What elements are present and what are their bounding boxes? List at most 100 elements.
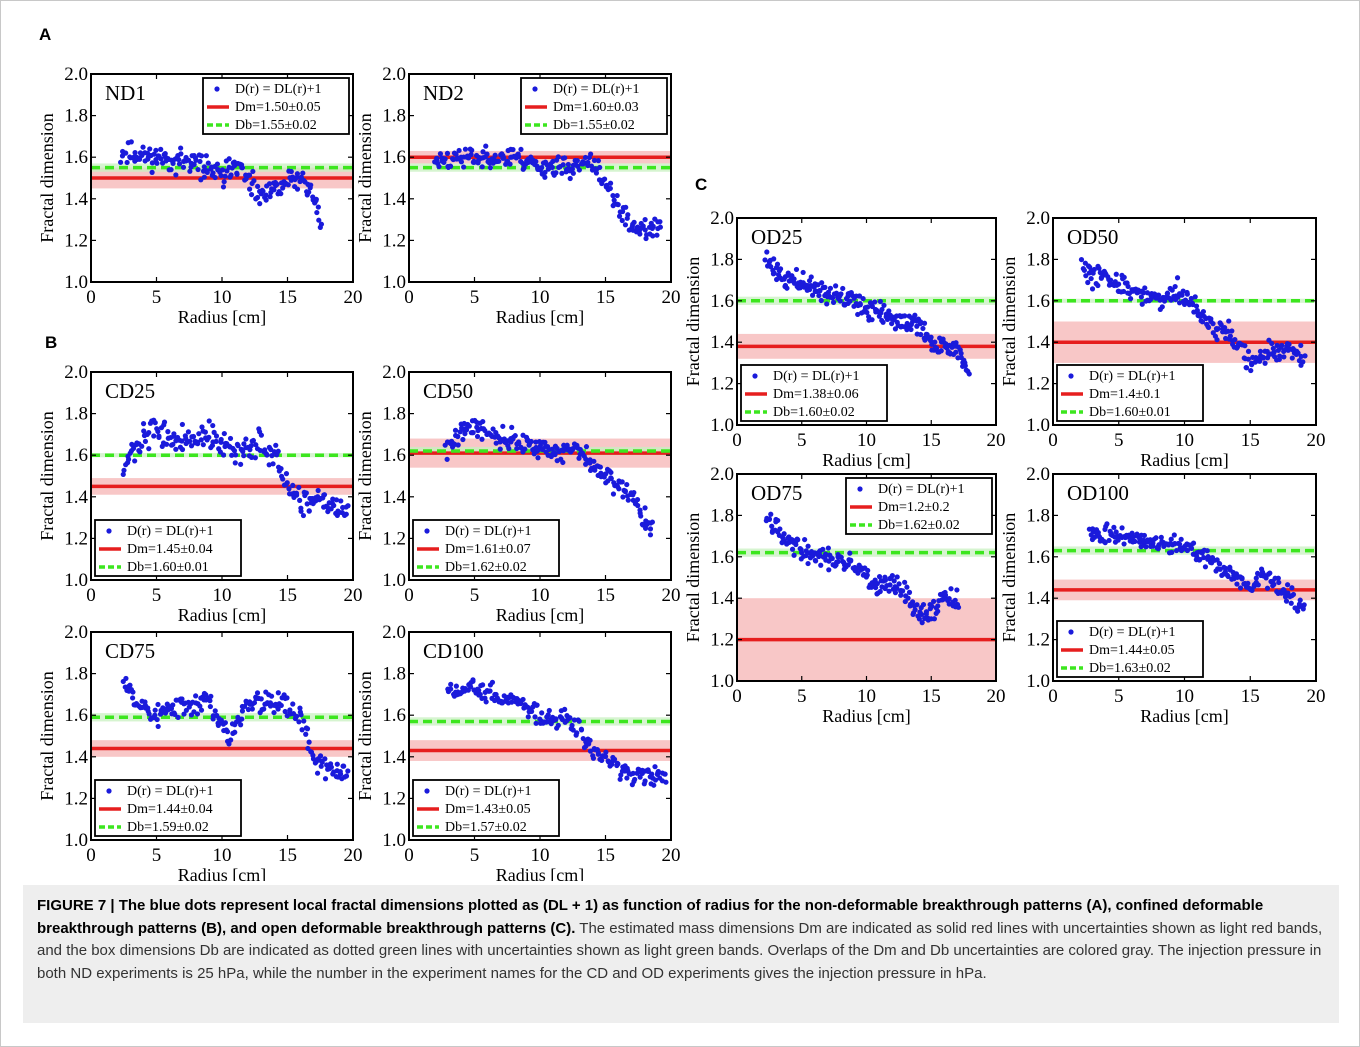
data-point (829, 555, 835, 562)
data-point (200, 442, 206, 448)
data-point (793, 541, 799, 548)
data-point (500, 423, 506, 429)
data-point (338, 498, 344, 504)
data-point (463, 427, 470, 433)
x-axis-label: Radius [cm] (1140, 450, 1228, 470)
y-axis-label: Fractal dimension (355, 113, 375, 242)
data-point (247, 447, 253, 453)
legend: D(r) = DL(r)+1 Dm=1.50±0.05 Db=1.55±0.02 (202, 77, 350, 135)
data-point (480, 418, 486, 425)
data-point (268, 693, 275, 699)
caption-label: FIGURE 7 | (37, 897, 119, 914)
data-point (919, 611, 925, 618)
data-point (180, 164, 187, 170)
x-tick-label: 20 (1307, 430, 1326, 451)
data-point (1290, 591, 1297, 598)
data-point (1169, 287, 1175, 293)
legend-dots-label: D(r) = DL(r)+1 (1089, 625, 1176, 640)
y-tick-label: 1.6 (382, 445, 406, 466)
data-point (1262, 360, 1268, 366)
data-point (817, 288, 823, 294)
data-point (920, 601, 927, 608)
data-point (1282, 594, 1289, 600)
data-point (597, 464, 603, 470)
data-point (1257, 348, 1264, 354)
data-point (622, 489, 628, 495)
data-point (306, 189, 312, 195)
legend-box-label: Db=1.63±0.02 (1089, 661, 1171, 676)
data-point (294, 171, 300, 177)
y-tick-label: 1.2 (64, 788, 88, 809)
panel-letter-c: C (695, 175, 708, 194)
data-point (249, 706, 255, 712)
data-point (917, 319, 924, 325)
x-axis-label: Radius [cm] (178, 605, 266, 625)
plot-title: CD75 (105, 639, 155, 663)
data-point (241, 441, 247, 447)
data-point (290, 701, 296, 707)
data-point (516, 440, 522, 447)
data-point (865, 567, 871, 574)
chart-od25: 0 5 10 15 20 1.0 1.2 1.4 1.6 1.8 2.0 Radius [cm] Fra… (683, 208, 1006, 470)
data-point (234, 171, 240, 177)
data-point (1140, 290, 1147, 296)
data-point (886, 588, 892, 594)
y-tick-label: 1.6 (64, 705, 88, 726)
data-point (1300, 359, 1306, 365)
data-point (872, 299, 878, 305)
x-tick-label: 20 (662, 845, 681, 866)
data-point (819, 280, 825, 286)
data-point (254, 194, 261, 201)
data-point (608, 475, 614, 482)
data-point (125, 456, 132, 462)
data-point (178, 151, 184, 157)
x-tick-label: 5 (1114, 430, 1124, 451)
data-point (631, 489, 637, 496)
data-point (649, 771, 655, 777)
data-point (1222, 565, 1229, 572)
x-tick-label: 5 (470, 845, 480, 866)
legend-dot-marker (752, 373, 758, 379)
data-point (1202, 564, 1209, 570)
data-point (466, 423, 472, 429)
legend: D(r) = DL(r)+1 Dm=1.4±0.1 Db=1.60±0.01 (1056, 364, 1204, 422)
data-point (207, 703, 213, 710)
plot-title: OD100 (1067, 481, 1129, 505)
y-tick-label: 1.8 (64, 664, 88, 685)
data-point (1156, 292, 1162, 298)
data-point (176, 161, 183, 167)
data-point (436, 163, 442, 170)
data-point (467, 684, 474, 690)
data-point (204, 169, 210, 175)
x-tick-label: 10 (213, 287, 232, 308)
legend-mass-label: Dm=1.2±0.2 (878, 500, 950, 515)
data-point (470, 430, 476, 436)
x-tick-label: 5 (152, 287, 162, 308)
data-point (226, 741, 232, 747)
data-point (444, 456, 450, 462)
data-point (449, 156, 456, 162)
y-tick-label: 1.4 (1026, 332, 1050, 353)
data-point (608, 469, 614, 476)
data-point (173, 172, 179, 178)
x-tick-label: 5 (797, 686, 807, 707)
data-point (611, 756, 618, 762)
data-point (837, 298, 843, 304)
data-point (294, 186, 301, 192)
data-point (766, 516, 773, 522)
data-point (1210, 321, 1216, 327)
data-point (331, 502, 337, 509)
y-tick-label: 2.0 (382, 362, 406, 383)
data-point (889, 320, 895, 327)
legend: D(r) = DL(r)+1 Dm=1.44±0.05 Db=1.63±0.02 (1056, 620, 1204, 678)
x-tick-label: 5 (152, 845, 162, 866)
data-point (522, 446, 528, 452)
data-point (1297, 597, 1303, 603)
x-tick-label: 15 (1241, 430, 1260, 451)
data-point (306, 739, 312, 745)
data-point (343, 773, 350, 779)
y-axis-label: Fractal dimension (355, 411, 375, 540)
data-point (910, 599, 916, 605)
data-point (590, 753, 596, 759)
data-point (1283, 598, 1290, 604)
